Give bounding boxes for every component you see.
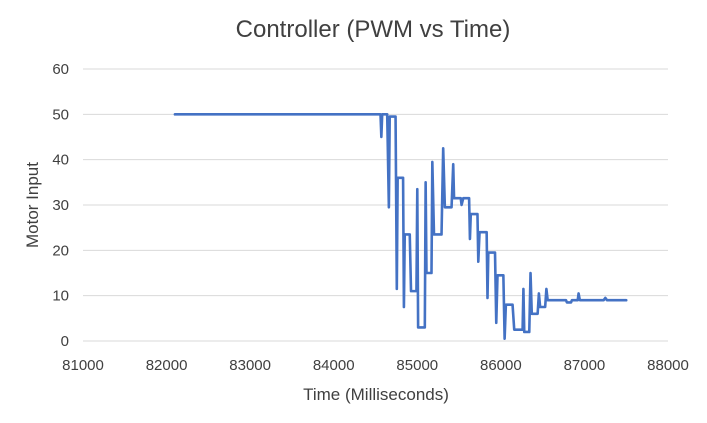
x-axis-title: Time (Milliseconds) bbox=[303, 385, 449, 404]
y-tick-label: 0 bbox=[61, 333, 69, 350]
chart-title: Controller (PWM vs Time) bbox=[236, 16, 511, 43]
x-tick-label: 82000 bbox=[146, 357, 188, 374]
x-axis-ticks: 81000 82000 83000 84000 85000 86000 87000 88000 bbox=[62, 357, 689, 374]
x-tick-label: 84000 bbox=[313, 357, 355, 374]
x-tick-label: 83000 bbox=[229, 357, 271, 374]
x-tick-label: 81000 bbox=[62, 357, 104, 374]
x-tick-label: 85000 bbox=[396, 357, 438, 374]
y-tick-label: 60 bbox=[52, 61, 69, 78]
x-tick-label: 86000 bbox=[480, 357, 522, 374]
x-tick-label: 87000 bbox=[564, 357, 606, 374]
series-layer bbox=[173, 113, 628, 341]
y-tick-label: 30 bbox=[52, 197, 69, 214]
y-tick-label: 50 bbox=[52, 106, 69, 123]
y-tick-label: 20 bbox=[52, 242, 69, 259]
y-axis-ticks: 0 10 20 30 40 50 60 bbox=[52, 61, 69, 350]
y-tick-label: 40 bbox=[52, 152, 69, 169]
y-tick-label: 10 bbox=[52, 288, 69, 305]
y-axis-title: Motor Input bbox=[23, 162, 42, 248]
x-tick-label: 88000 bbox=[647, 357, 689, 374]
series-line-0 bbox=[173, 113, 628, 341]
